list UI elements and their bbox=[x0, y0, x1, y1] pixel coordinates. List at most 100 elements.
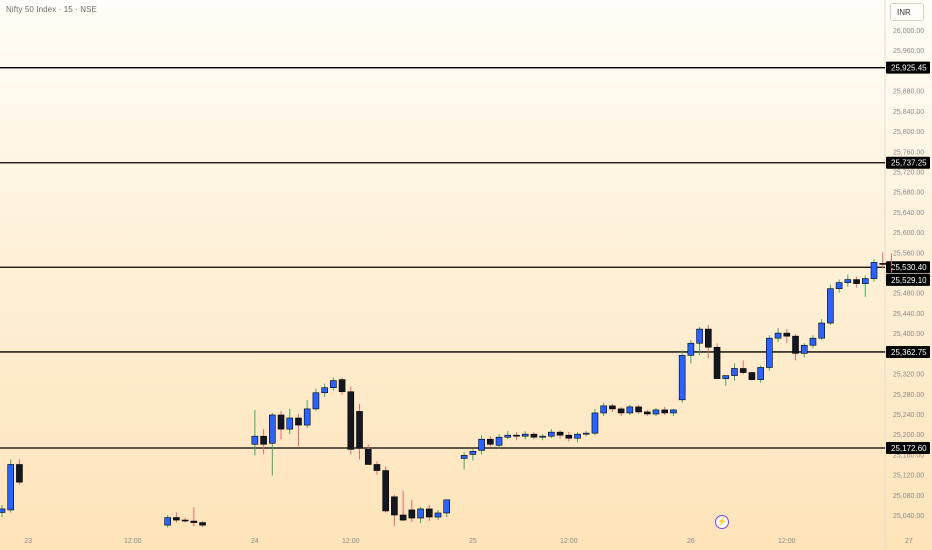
candle-body bbox=[173, 517, 180, 521]
candle-body bbox=[303, 408, 311, 426]
candle-body bbox=[853, 279, 860, 284]
candle-body bbox=[844, 279, 852, 283]
candle-body bbox=[199, 522, 206, 526]
y-tick-label: 25,200.00 bbox=[893, 432, 924, 439]
candle-body bbox=[364, 449, 372, 465]
y-tick-label: 25,760.00 bbox=[893, 149, 924, 156]
candle-body bbox=[0, 508, 6, 513]
candle-body bbox=[774, 332, 782, 339]
chart-title: Nifty 50 Index · 15 · NSE bbox=[6, 5, 97, 14]
candle-body bbox=[556, 431, 564, 436]
candle-body bbox=[696, 328, 703, 344]
candle-body bbox=[818, 322, 825, 339]
x-tick-label: 12:00 bbox=[778, 538, 796, 545]
candle-body bbox=[260, 435, 267, 445]
candle-body bbox=[626, 406, 634, 414]
candle-body bbox=[652, 409, 660, 415]
candle-body bbox=[678, 355, 686, 401]
candle-body bbox=[286, 417, 294, 430]
candle-body bbox=[391, 496, 398, 516]
last-price-box bbox=[886, 273, 930, 286]
candle-body bbox=[434, 512, 442, 518]
candle-body bbox=[417, 508, 424, 519]
candle-body bbox=[582, 432, 590, 435]
candle-body bbox=[513, 434, 520, 437]
candle-body bbox=[600, 405, 607, 414]
candle-body bbox=[190, 520, 198, 523]
y-tick-label: 25,160.00 bbox=[893, 452, 924, 459]
level-label: 25,362.75 bbox=[891, 348, 927, 357]
candle-body bbox=[164, 517, 171, 526]
candle-body bbox=[809, 337, 817, 346]
candle-body bbox=[539, 435, 546, 438]
candle-body bbox=[565, 434, 573, 439]
candle-body bbox=[609, 405, 616, 410]
x-tick-label: 12:00 bbox=[560, 538, 578, 545]
level-label-box bbox=[886, 156, 930, 169]
candle-body bbox=[469, 451, 477, 455]
level-label-box bbox=[886, 442, 930, 455]
candle-body bbox=[521, 433, 529, 437]
x-tick-label: 26 bbox=[687, 538, 695, 545]
y-tick-label: 25,800.00 bbox=[893, 129, 924, 136]
y-tick-label: 25,560.00 bbox=[893, 250, 924, 257]
candle-body bbox=[16, 464, 23, 483]
candle-body bbox=[888, 266, 895, 269]
y-tick-label: 25,400.00 bbox=[893, 331, 924, 338]
y-tick-label: 25,600.00 bbox=[893, 230, 924, 237]
candle-body bbox=[827, 288, 834, 324]
candle-body bbox=[783, 332, 791, 337]
candle-body bbox=[295, 417, 302, 426]
candle-body bbox=[269, 414, 276, 444]
level-label-box bbox=[886, 345, 930, 358]
candle-body bbox=[408, 509, 416, 519]
y-tick-label: 25,640.00 bbox=[893, 210, 924, 217]
candle-body bbox=[670, 409, 677, 414]
candle-body bbox=[7, 464, 15, 511]
y-tick-label: 25,880.00 bbox=[893, 89, 924, 96]
candle-body bbox=[661, 409, 669, 414]
last-price-label: 25,529.10 bbox=[891, 276, 927, 285]
candle-body bbox=[713, 346, 721, 379]
x-tick-label: 12:00 bbox=[342, 538, 360, 545]
level-label: 25,737.25 bbox=[891, 159, 927, 168]
candle-body bbox=[739, 368, 747, 373]
candle-body bbox=[748, 372, 756, 380]
y-tick-label: 25,480.00 bbox=[893, 291, 924, 298]
candle-body bbox=[757, 367, 764, 380]
y-tick-label: 25,240.00 bbox=[893, 412, 924, 419]
candle-body bbox=[487, 438, 494, 445]
candle-body bbox=[530, 433, 538, 438]
level-label: 25,172.60 bbox=[891, 444, 927, 453]
candle-body bbox=[425, 508, 433, 518]
currency-button[interactable]: INR bbox=[890, 3, 924, 21]
candle-body bbox=[879, 263, 887, 265]
candle-body bbox=[443, 499, 451, 514]
y-tick-label: 25,280.00 bbox=[893, 392, 924, 399]
x-tick-label: 24 bbox=[251, 538, 259, 545]
candle-body bbox=[460, 455, 468, 459]
candle-body bbox=[835, 282, 843, 289]
y-tick-label: 25,720.00 bbox=[893, 169, 924, 176]
candle-body bbox=[731, 368, 738, 376]
x-tick-label: 23 bbox=[24, 538, 32, 545]
candle-body bbox=[312, 392, 320, 410]
x-tick-label: 12:00 bbox=[124, 538, 142, 545]
candle-body bbox=[548, 431, 555, 437]
candle-body bbox=[356, 411, 363, 449]
candle-body bbox=[347, 391, 355, 450]
x-tick-label: 27 bbox=[905, 538, 913, 545]
candle-body bbox=[861, 278, 869, 284]
candle-body bbox=[687, 342, 695, 356]
lightning-bolt-icon[interactable]: ⚡ bbox=[715, 515, 729, 529]
y-tick-label: 25,120.00 bbox=[893, 473, 924, 480]
level-label-box bbox=[886, 261, 930, 274]
candle-body bbox=[373, 464, 381, 471]
level-label-box bbox=[886, 61, 930, 74]
candle-body bbox=[766, 337, 773, 368]
y-tick-label: 25,680.00 bbox=[893, 190, 924, 197]
candle-body bbox=[181, 519, 189, 522]
y-tick-label: 25,040.00 bbox=[893, 513, 924, 520]
